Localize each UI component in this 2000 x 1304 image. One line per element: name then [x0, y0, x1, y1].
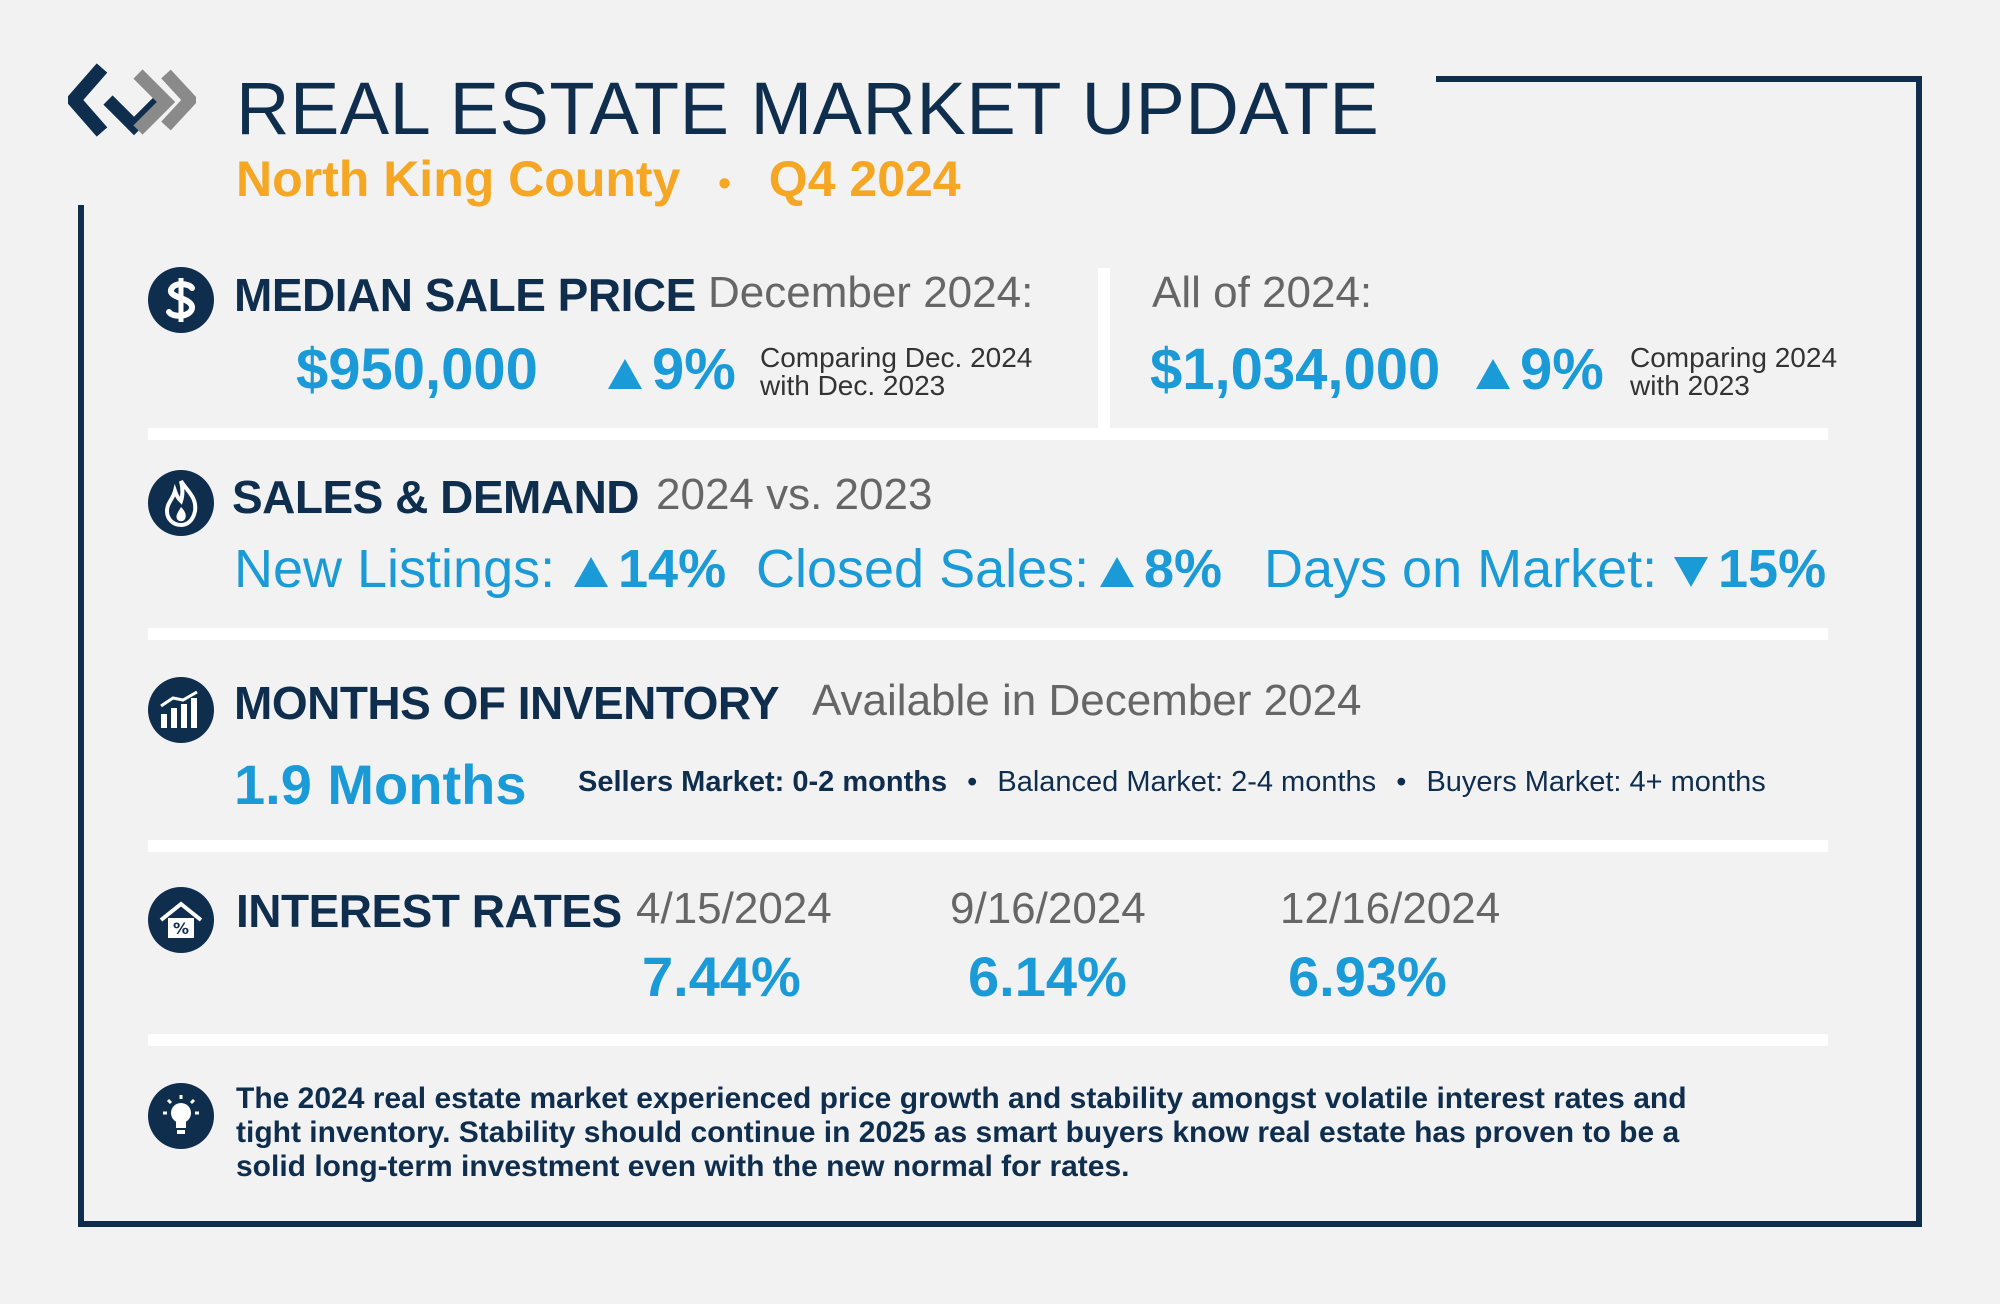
frame-right — [1916, 76, 1922, 1227]
median-year-change: 9% — [1476, 336, 1604, 403]
median-dec-change: 9% — [608, 336, 736, 403]
days-on-market-label: Days on Market: — [1264, 539, 1658, 599]
new-listings-label: New Listings: — [234, 539, 556, 599]
frame-bottom — [78, 1221, 1922, 1227]
logo-icon — [64, 62, 199, 138]
summary-text: The 2024 real estate market experienced … — [236, 1082, 1687, 1184]
page-title: REAL ESTATE MARKET UPDATE — [236, 67, 1380, 150]
summary-line: tight inventory. Stability should contin… — [236, 1116, 1680, 1149]
up-arrow-icon — [1476, 359, 1510, 389]
sales-sub: 2024 vs. 2023 — [656, 470, 933, 519]
inventory-sub: Available in December 2024 — [812, 676, 1362, 725]
rate-date: 4/15/2024 — [636, 884, 832, 933]
down-arrow-icon — [1674, 557, 1708, 587]
page-subtitle: North King County • Q4 2024 — [236, 150, 961, 208]
rate-value: 7.44% — [642, 945, 801, 1008]
new-listings-value: 14% — [574, 538, 726, 600]
dollar-icon — [148, 267, 214, 333]
rates-heading: INTEREST RATES — [236, 885, 622, 937]
up-arrow-icon — [608, 359, 642, 389]
lightbulb-icon — [148, 1083, 214, 1149]
median-dec-label: December 2024: — [708, 268, 1034, 317]
flame-icon — [148, 470, 214, 536]
days-on-market-value: 15% — [1674, 538, 1826, 600]
median-heading: MEDIAN SALE PRICE — [234, 269, 696, 321]
region-label: North King County — [236, 151, 681, 207]
median-year-value: $1,034,000 — [1150, 337, 1441, 402]
closed-sales-value: 8% — [1100, 538, 1222, 600]
sales-heading: SALES & DEMAND — [232, 471, 640, 523]
bar-chart-icon — [148, 677, 214, 743]
section-divider — [148, 1034, 1828, 1046]
median-year-note: Comparing 2024 with 2023 — [1630, 342, 1838, 401]
buyers-market-label: Buyers Market: 4+ months — [1426, 766, 1766, 798]
section-divider — [148, 628, 1828, 640]
section-divider — [148, 428, 1828, 440]
median-dec-note: Comparing Dec. 2024 with Dec. 2023 — [760, 342, 1033, 401]
rate-value: 6.93% — [1288, 945, 1447, 1008]
svg-text:%: % — [173, 919, 189, 938]
inventory-value: 1.9 Months — [234, 753, 527, 816]
summary-line: solid long-term investment even with the… — [236, 1150, 1130, 1183]
rate-date: 9/16/2024 — [950, 884, 1146, 933]
summary-line: The 2024 real estate market experienced … — [236, 1082, 1687, 1115]
subtitle-separator: • — [718, 161, 731, 203]
up-arrow-icon — [1100, 557, 1134, 587]
period-label: Q4 2024 — [768, 151, 961, 207]
closed-sales-label: Closed Sales: — [756, 539, 1090, 599]
rate-date: 12/16/2024 — [1280, 884, 1501, 933]
inventory-legend: Sellers Market: 0-2 months • Balanced Ma… — [578, 766, 1766, 798]
section-divider — [148, 840, 1828, 852]
median-dec-value: $950,000 — [296, 337, 538, 402]
sellers-market-label: Sellers Market: 0-2 months — [578, 766, 948, 798]
rate-value: 6.14% — [968, 945, 1127, 1008]
inventory-heading: MONTHS OF INVENTORY — [234, 677, 780, 729]
median-column-divider — [1098, 268, 1110, 428]
frame-left — [78, 205, 84, 1227]
median-year-label: All of 2024: — [1152, 268, 1373, 317]
frame-top — [1436, 76, 1922, 82]
house-percent-icon: % — [148, 887, 214, 953]
balanced-market-label: Balanced Market: 2-4 months — [997, 766, 1377, 798]
up-arrow-icon — [574, 557, 608, 587]
